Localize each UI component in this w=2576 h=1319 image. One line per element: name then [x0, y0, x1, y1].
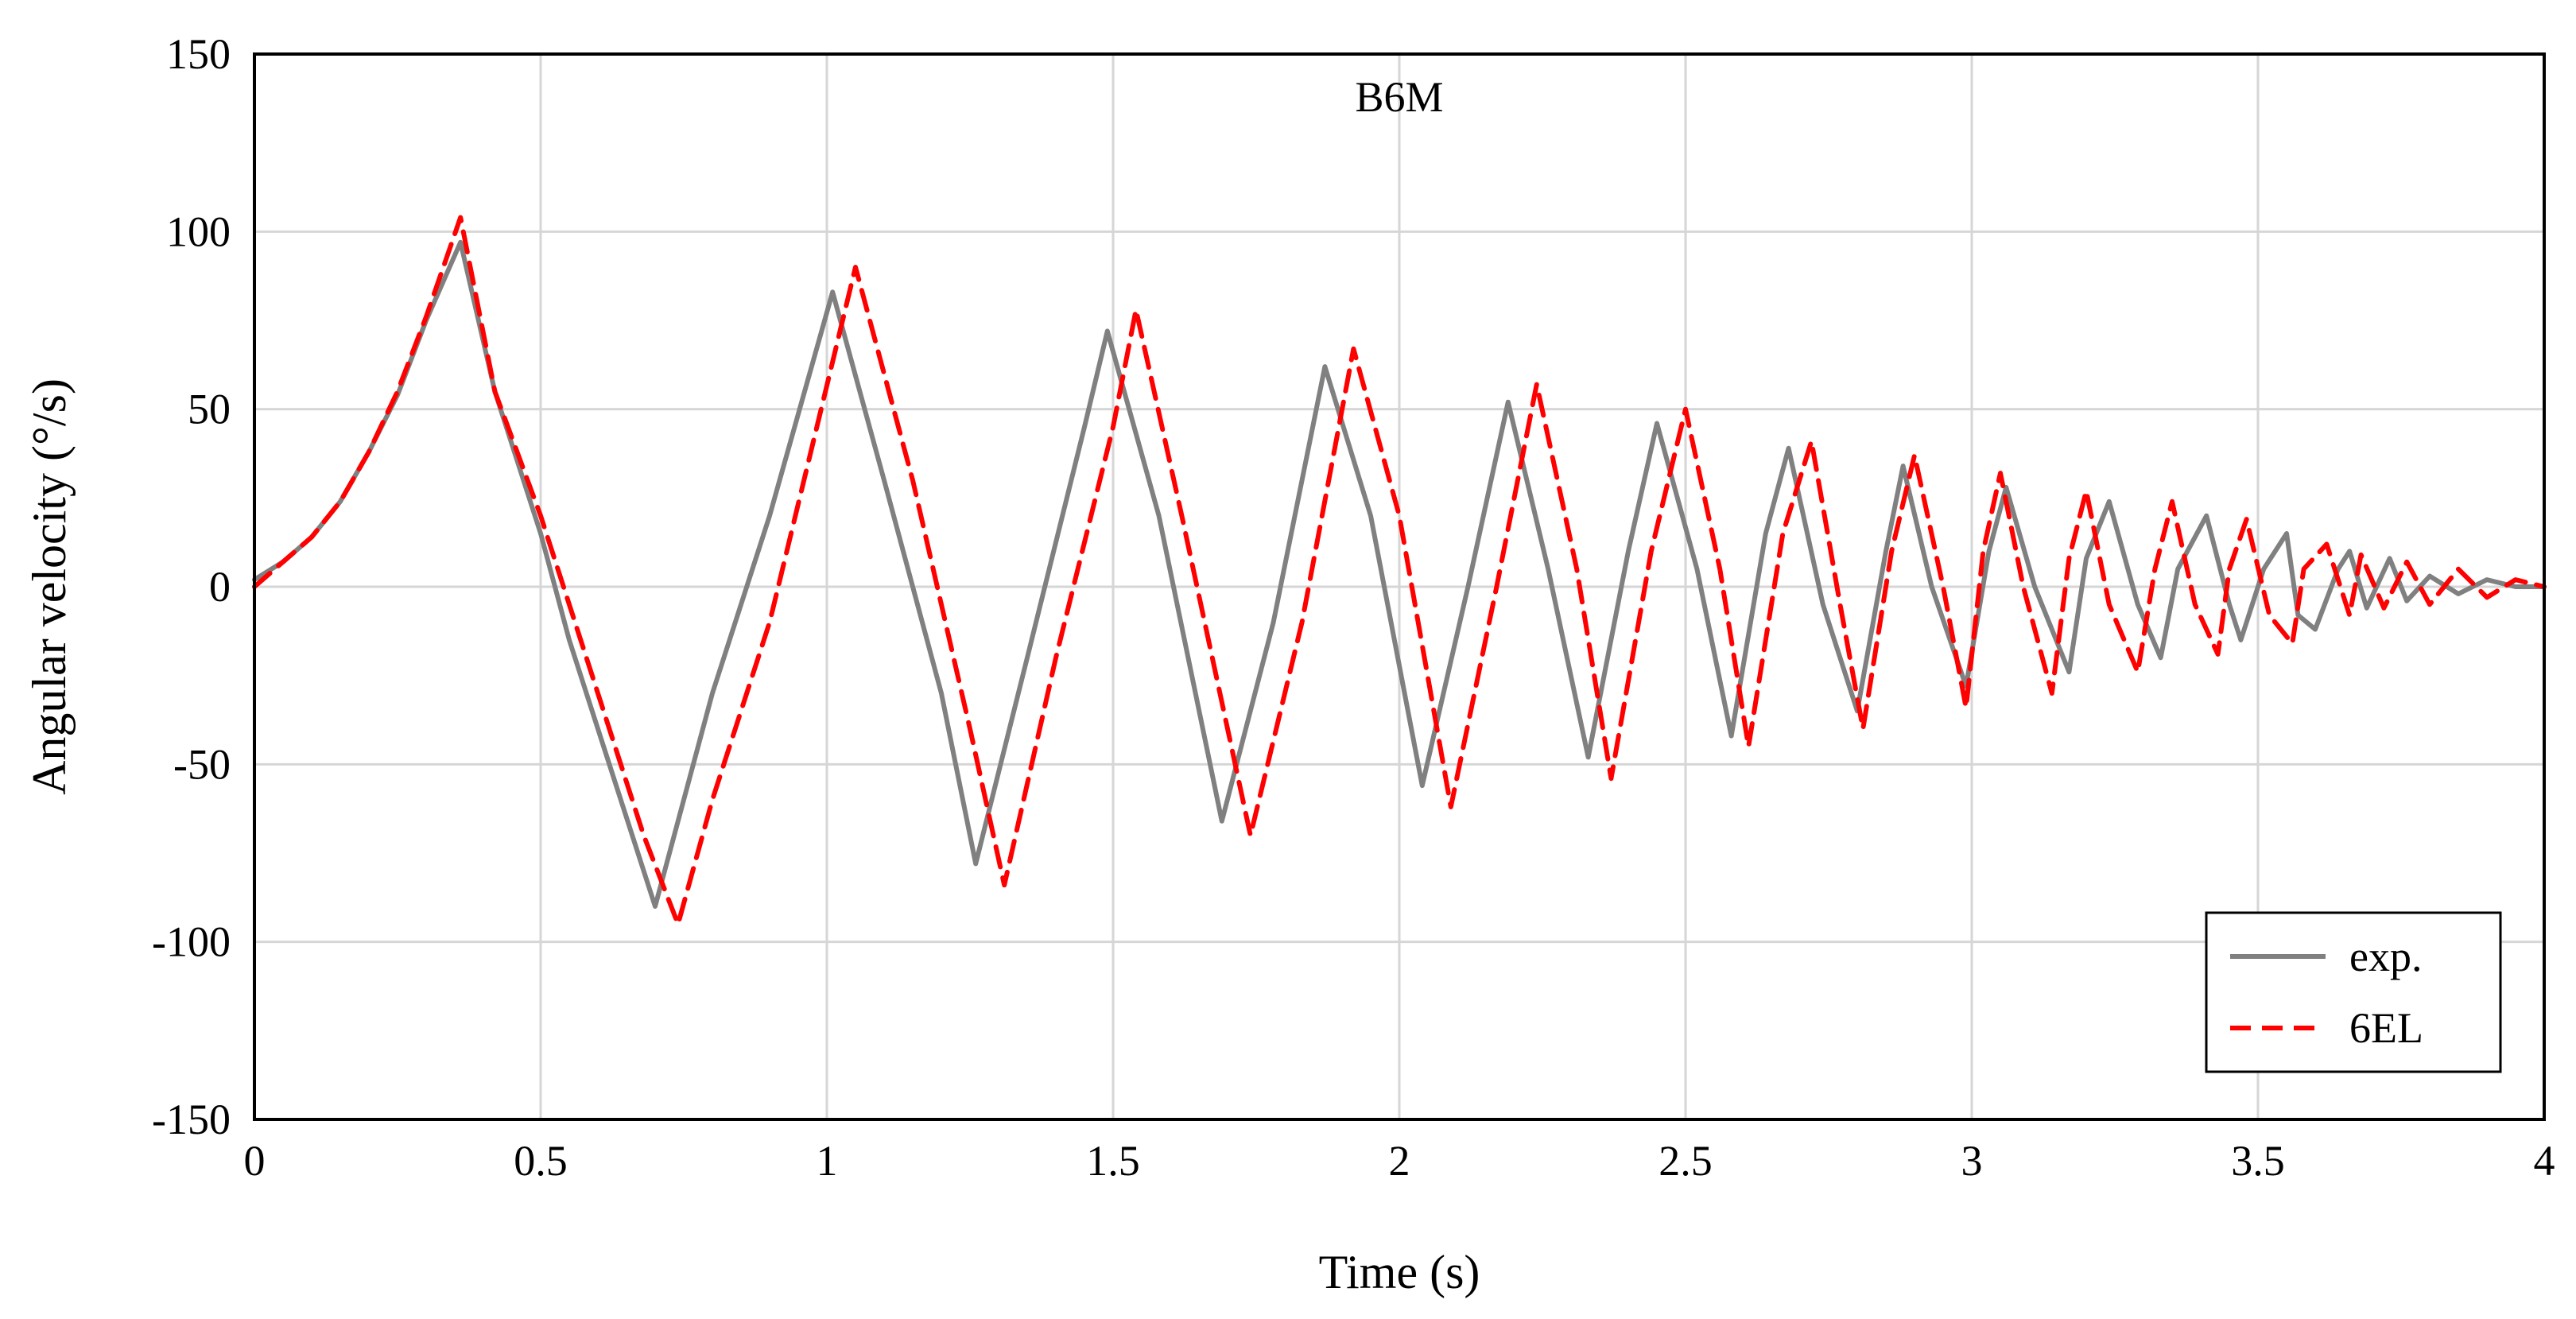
x-tick-label: 0.5 [514, 1137, 568, 1185]
series-layer [252, 215, 2547, 927]
plot-area-frame [253, 52, 2546, 1121]
y-tick-label: -150 [152, 1096, 231, 1143]
x-tick-label: 3 [1961, 1137, 1983, 1185]
y-tick-label: -50 [173, 740, 231, 788]
x-tick-label: 2 [1389, 1137, 1410, 1185]
x-tick-label: 0 [244, 1137, 266, 1185]
grid [253, 52, 2546, 1121]
y-tick-label: 100 [166, 208, 231, 255]
legend-box [2205, 911, 2502, 1073]
y-tick-label: 150 [166, 30, 231, 78]
legend: exp. 6EL [2205, 911, 2502, 1073]
y-tick-label: 0 [209, 563, 231, 611]
chart-title: B6M [1355, 73, 1443, 121]
x-tick-label: 3.5 [2231, 1137, 2285, 1185]
x-axis-title: Time (s) [1319, 1246, 1480, 1298]
series-line-exp [252, 239, 2547, 909]
x-tick-label: 1 [817, 1137, 838, 1185]
y-tick-label: 50 [188, 386, 231, 433]
y-tick-label: -100 [152, 918, 231, 966]
y-axis-title: Angular velocity (°/s) [23, 378, 76, 795]
series-line-6el [252, 215, 2547, 927]
legend-label-6el: 6EL [2349, 1004, 2423, 1052]
legend-label-exp: exp. [2349, 933, 2422, 980]
x-tick-label: 1.5 [1086, 1137, 1140, 1185]
x-tick-label: 2.5 [1658, 1137, 1713, 1185]
x-tick-label: 4 [2534, 1137, 2555, 1185]
tick-labels: 0 0.5 1 1.5 2 2.5 3 3.5 4 150 100 50 0 -50 -100 -150 [152, 30, 2555, 1185]
